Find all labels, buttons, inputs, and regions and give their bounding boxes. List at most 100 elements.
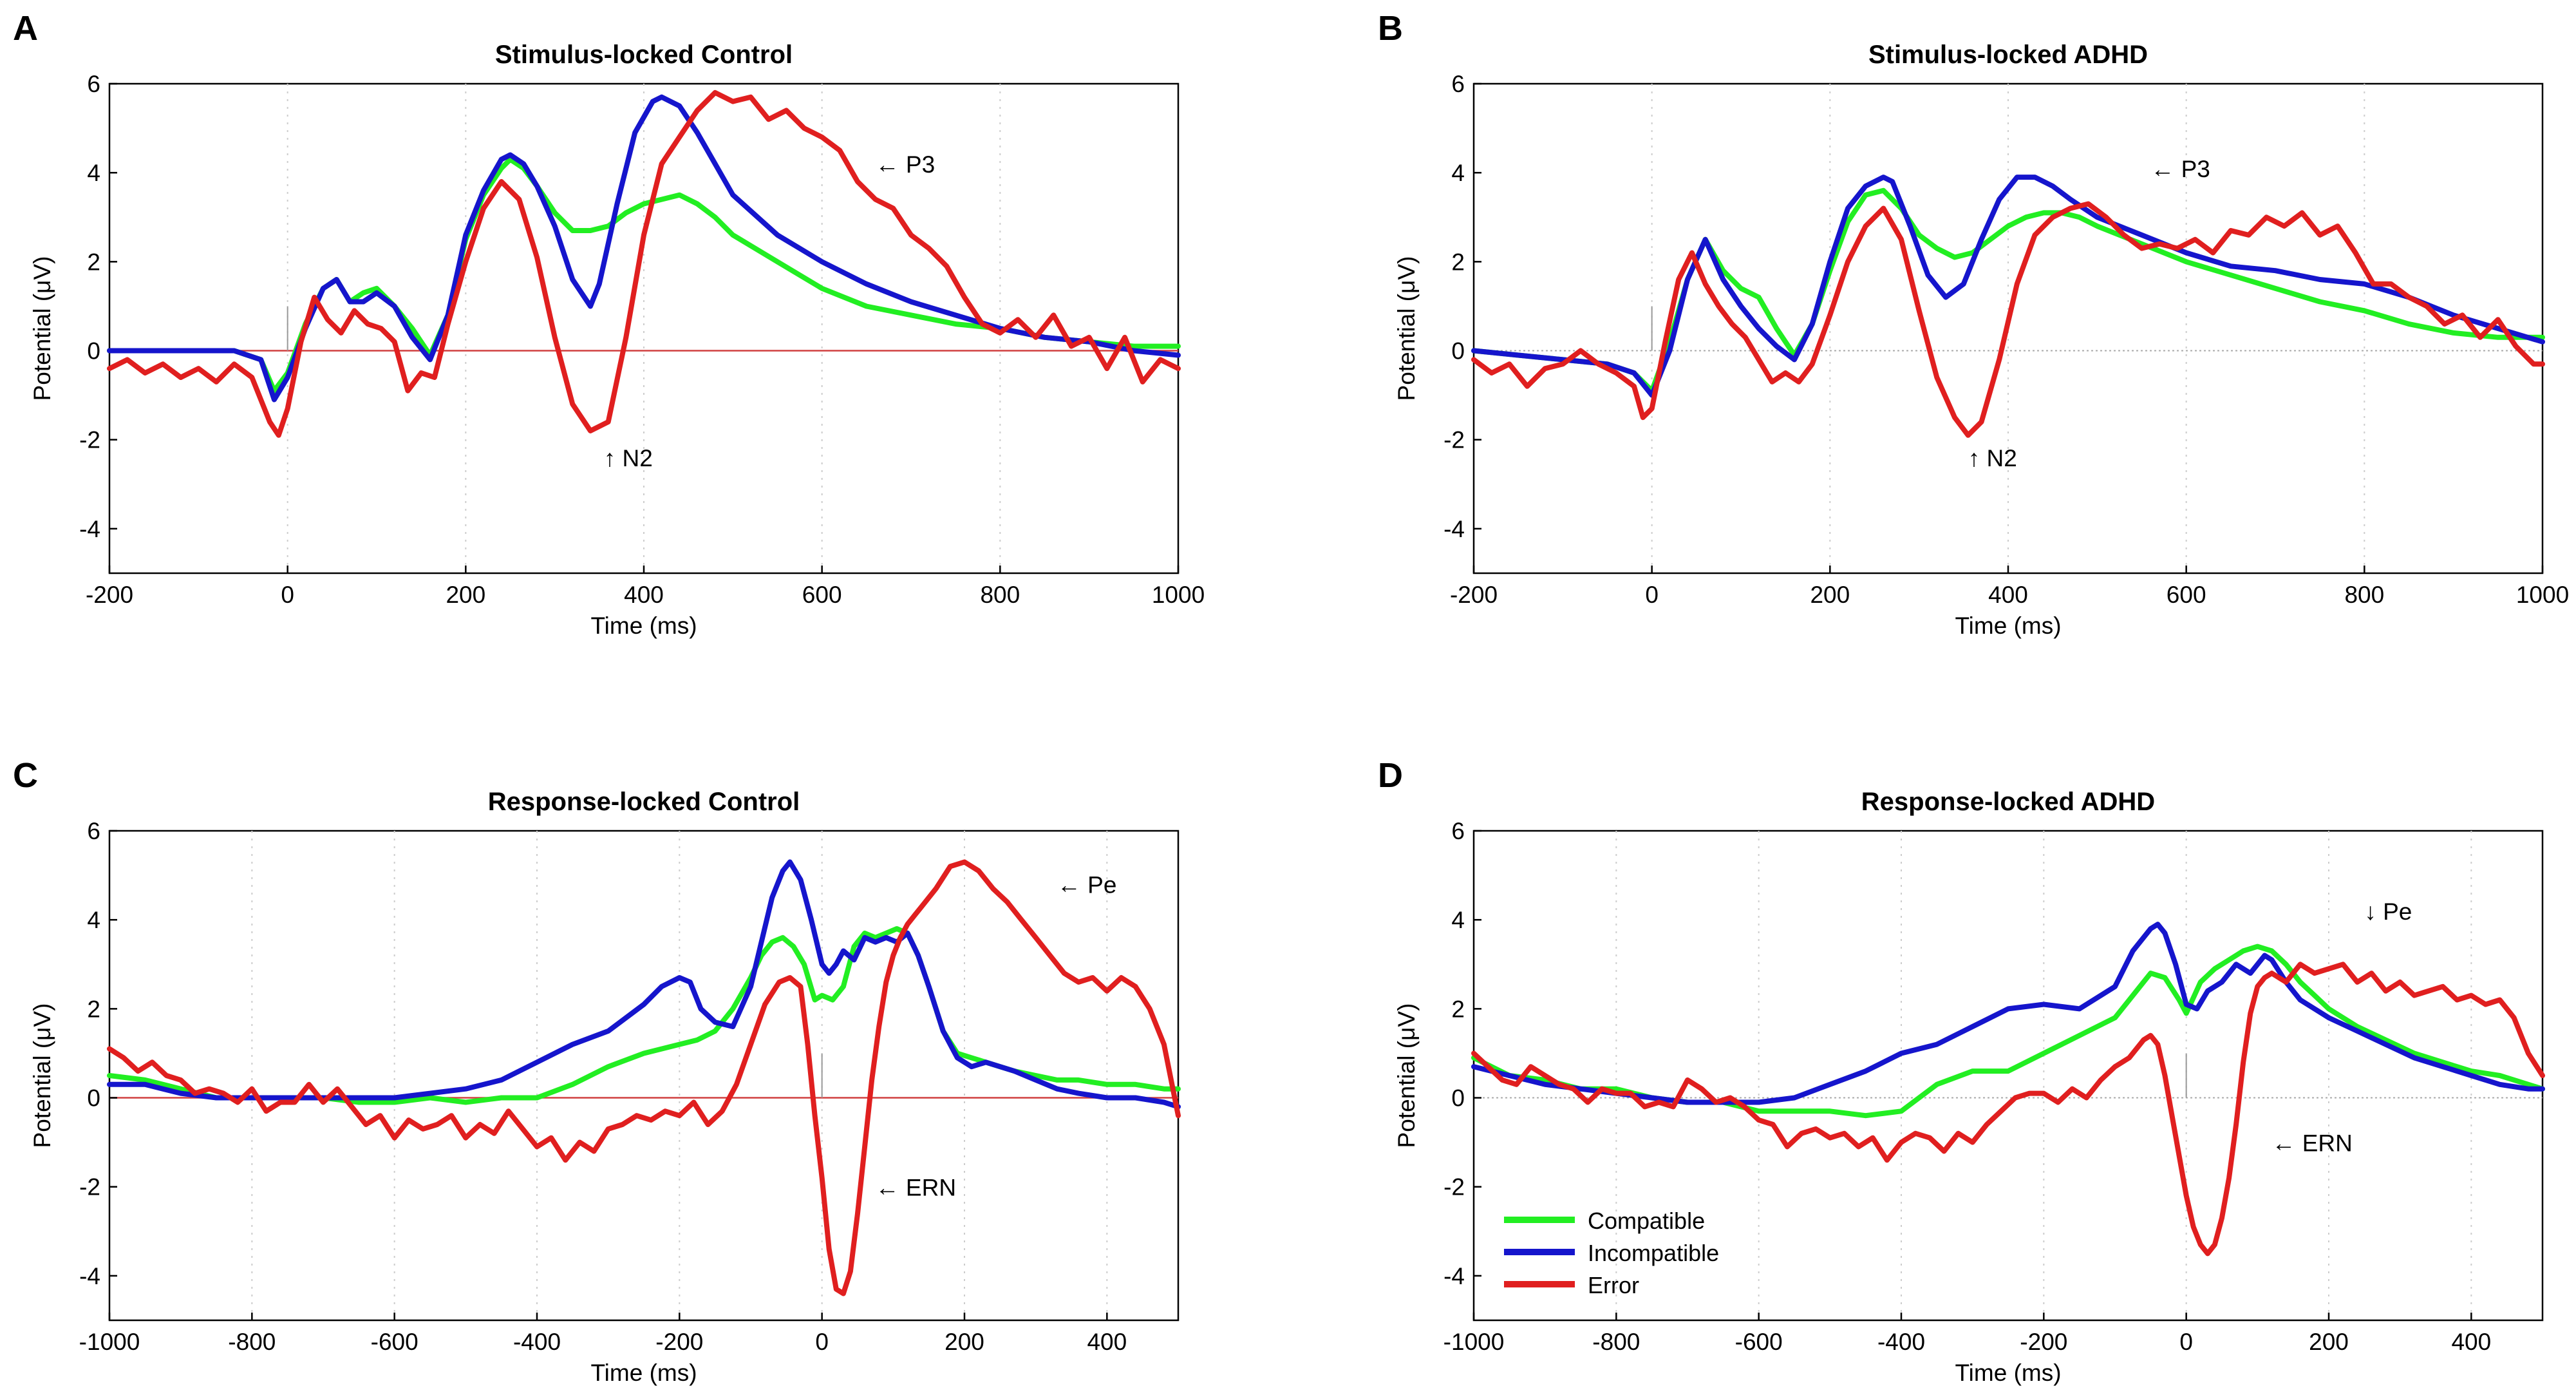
y-tick-label: 6 <box>87 818 100 844</box>
annotation: ← P3 <box>2150 156 2210 182</box>
chart-response-locked-control: -1000 -800 -600 -400 -200 0 200 400 -4 -2 0 2 4 6 Resp… <box>29 788 1181 1386</box>
y-tick-label: -2 <box>79 427 100 453</box>
y-tick-label: 0 <box>87 1085 100 1112</box>
y-tick-label: 4 <box>1451 907 1465 933</box>
x-tick-label: 400 <box>1988 582 2028 608</box>
series-line-error <box>1471 201 2545 438</box>
annotation: ↑ N2 <box>1968 445 2017 471</box>
x-tick-label: 1000 <box>2516 582 2569 608</box>
x-tick-label: -200 <box>655 1329 703 1355</box>
legend-label-incompatible: Incompatible <box>1588 1240 1719 1266</box>
series-line-incompatible <box>1471 175 2545 398</box>
chart-stimulus-locked-control: -200 0 200 400 600 800 1000 -4 -2 0 2 4 6 Stimulus-lo… <box>29 41 1205 639</box>
x-tick-label: 800 <box>2344 582 2384 608</box>
y-tick-label: -2 <box>79 1174 100 1200</box>
x-tick-label: 1000 <box>1152 582 1205 608</box>
x-tick-label: 0 <box>281 582 294 608</box>
series-line-incompatible <box>107 859 1181 1110</box>
legend-item-incompatible: Incompatible <box>1504 1240 1719 1266</box>
x-tick-label: -200 <box>2020 1329 2067 1355</box>
x-tick-label: 200 <box>1810 582 1850 608</box>
series-line-error <box>1471 962 2545 1257</box>
chart-response-locked-adhd: -1000 -800 -600 -400 -200 0 200 400 -4 -2 0 2 4 6 Resp… <box>1393 788 2545 1386</box>
panel-letter-a: A <box>13 9 38 48</box>
series-line-error <box>107 90 1181 438</box>
panel-c: C -1000 -800 -600 -400 -200 0 200 400 -4 -2 0 2 4 6 Re… <box>13 756 1181 1386</box>
series-line-incompatible <box>1471 922 2545 1105</box>
x-tick-label: -600 <box>371 1329 418 1355</box>
x-tick-label: -1000 <box>1443 1329 1505 1355</box>
x-tick-label: -800 <box>1592 1329 1640 1355</box>
panel-letter-d: D <box>1378 756 1403 795</box>
x-tick-label: 600 <box>802 582 842 608</box>
panel-a: A -200 0 200 400 600 800 1000 -4 -2 0 2 4 6 Stimulus-… <box>13 9 1205 639</box>
y-tick-label: 6 <box>1451 71 1465 97</box>
y-tick-label: 4 <box>87 160 100 186</box>
legend-label-compatible: Compatible <box>1588 1208 1705 1234</box>
annotation: ← Pe <box>1057 872 1117 898</box>
x-tick-label: -400 <box>513 1329 561 1355</box>
panel-letter-c: C <box>13 756 38 795</box>
x-tick-label: 600 <box>2167 582 2206 608</box>
annotation: ← P3 <box>876 151 935 178</box>
y-tick-label: 2 <box>1451 996 1465 1022</box>
y-axis-label: Potential (μV) <box>29 1003 55 1148</box>
y-tick-label: 2 <box>1451 249 1465 275</box>
panel-d: D -1000 -800 -600 -400 -200 0 200 400 -4 -2 0 2 4 6 Re… <box>1378 756 2545 1386</box>
chart-title: Stimulus-locked ADHD <box>1868 41 2148 69</box>
x-tick-label: -600 <box>1735 1329 1783 1355</box>
legend-label-error: Error <box>1588 1272 1639 1298</box>
y-tick-label: -2 <box>1443 1174 1465 1200</box>
x-tick-label: 0 <box>2179 1329 2193 1355</box>
annotation: ← ERN <box>2271 1130 2352 1156</box>
x-tick-label: 200 <box>2309 1329 2349 1355</box>
y-tick-label: -2 <box>1443 427 1465 453</box>
legend-item-compatible: Compatible <box>1504 1208 1705 1234</box>
y-axis-label: Potential (μV) <box>29 256 55 401</box>
plot-area <box>108 82 1180 574</box>
y-axis-label: Potential (μV) <box>1393 1003 1420 1148</box>
plot-area <box>1472 830 2544 1322</box>
y-tick-label: -4 <box>79 1263 100 1289</box>
x-tick-label: 400 <box>2451 1329 2491 1355</box>
legend: Compatible Incompatible Error <box>1504 1208 1719 1298</box>
x-axis-label: Time (ms) <box>1955 612 2061 639</box>
y-tick-label: 6 <box>1451 818 1465 844</box>
x-tick-label: 0 <box>815 1329 829 1355</box>
x-tick-label: 0 <box>1645 582 1659 608</box>
y-tick-label: 4 <box>87 907 100 933</box>
chart-title: Response-locked Control <box>488 788 800 816</box>
annotation: ↑ N2 <box>604 445 653 471</box>
chart-title: Stimulus-locked Control <box>495 41 793 69</box>
panel-letter-b: B <box>1378 9 1403 48</box>
plot-area <box>108 830 1180 1322</box>
x-tick-label: 400 <box>624 582 664 608</box>
x-tick-label: -400 <box>1877 1329 1925 1355</box>
y-tick-label: 4 <box>1451 160 1465 186</box>
chart-stimulus-locked-adhd: -200 0 200 400 600 800 1000 -4 -2 0 2 4 6 Stimulus-lo… <box>1393 41 2569 639</box>
legend-item-error: Error <box>1504 1272 1639 1298</box>
x-tick-label: -200 <box>86 582 133 608</box>
y-tick-label: -4 <box>1443 516 1465 542</box>
series-line-error <box>107 859 1181 1296</box>
y-tick-label: 2 <box>87 996 100 1022</box>
y-tick-label: 2 <box>87 249 100 275</box>
y-tick-label: 0 <box>87 338 100 365</box>
y-tick-label: -4 <box>1443 1263 1465 1289</box>
x-axis-label: Time (ms) <box>590 612 697 639</box>
x-tick-label: -1000 <box>79 1329 140 1355</box>
y-tick-label: 0 <box>1451 1085 1465 1112</box>
x-tick-label: 400 <box>1087 1329 1127 1355</box>
y-tick-label: 0 <box>1451 338 1465 365</box>
y-axis-label: Potential (μV) <box>1393 256 1420 401</box>
x-tick-label: 200 <box>446 582 485 608</box>
annotation: ← ERN <box>876 1175 956 1201</box>
chart-title: Response-locked ADHD <box>1861 788 2155 816</box>
x-tick-label: 800 <box>980 582 1020 608</box>
annotation: ↓ Pe <box>2364 898 2412 925</box>
y-tick-label: -4 <box>79 516 100 542</box>
x-tick-label: 200 <box>945 1329 984 1355</box>
x-axis-label: Time (ms) <box>1955 1360 2061 1386</box>
x-axis-label: Time (ms) <box>590 1360 697 1386</box>
